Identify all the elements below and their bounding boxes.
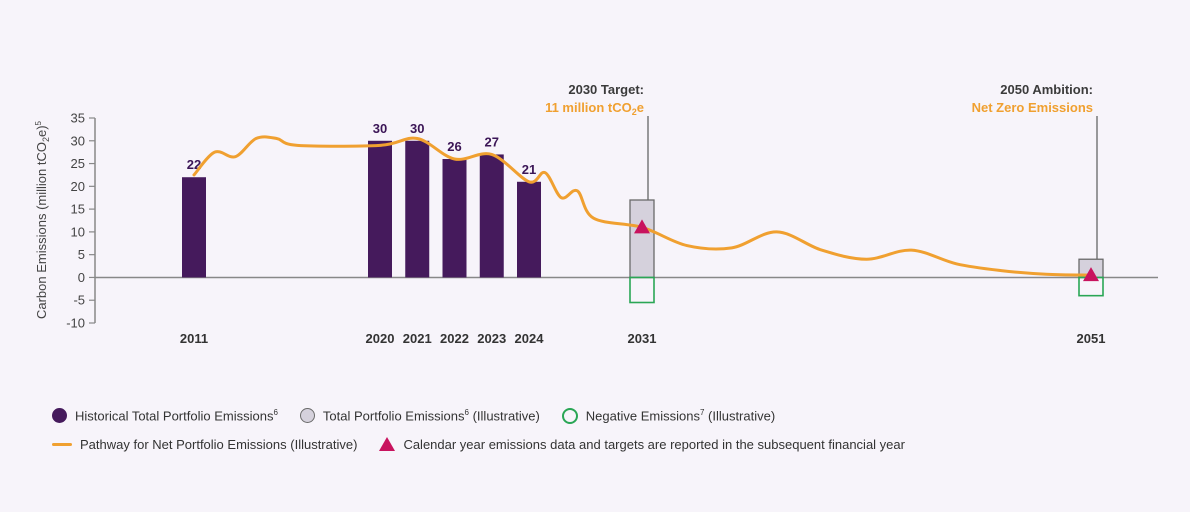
y-tick-label: 25 — [71, 156, 85, 171]
annotation-subtitle: 11 million tCO2e — [545, 100, 644, 117]
annotation-title: 2030 Target: — [568, 82, 644, 97]
historical-bar — [405, 140, 430, 278]
negative-swatch-icon — [561, 408, 578, 424]
y-ticks: 35 30 25 20 15 10 5 0 -5 -10 — [66, 111, 95, 331]
bar-value-label: 30 — [373, 121, 387, 136]
y-axis-label: Carbon Emissions (million tCO2e)5 — [34, 120, 51, 319]
legend-pathway-label: Pathway for Net Portfolio Emissions (Ill… — [80, 436, 358, 452]
bar-value-label: 21 — [522, 162, 536, 177]
legend: Historical Total Portfolio Emissions6 To… — [52, 402, 927, 458]
y-tick-label: 20 — [71, 179, 85, 194]
historical-bar — [517, 181, 541, 278]
annotation-title: 2050 Ambition: — [1000, 82, 1093, 97]
legend-negative: Negative Emissions7 (Illustrative) — [561, 408, 776, 424]
y-tick-label: -5 — [73, 293, 85, 308]
pathway-series-line — [192, 135, 1093, 277]
legend-historical: Historical Total Portfolio Emissions6 — [52, 408, 278, 424]
target-triangle — [1083, 267, 1099, 282]
y-tick-label: 5 — [78, 247, 85, 262]
legend-total: Total Portfolio Emissions6 (Illustrative… — [299, 408, 540, 424]
total-swatch-icon — [299, 408, 315, 424]
x-tick-label: 2020 — [366, 331, 395, 346]
historical-bar — [442, 159, 467, 278]
y-tick-label: 30 — [71, 133, 85, 148]
triangle-icon — [379, 437, 396, 451]
x-tick-label: 2022 — [440, 331, 469, 346]
bar-value-label: 26 — [447, 139, 461, 154]
axes — [94, 118, 1158, 323]
legend-negative-label: Negative Emissions7 (Illustrative) — [585, 408, 776, 424]
annotations: 2030 Target: 11 million tCO2e 2050 Ambitio… — [545, 82, 1093, 117]
historical-bar — [479, 154, 504, 278]
historical-bar — [182, 177, 206, 278]
y-tick-label: 35 — [71, 111, 85, 126]
illustrative-total-box — [629, 199, 655, 279]
legend-pathway: Pathway for Net Portfolio Emissions (Ill… — [52, 437, 357, 452]
pathway-line — [192, 135, 1093, 277]
historical-bar — [368, 140, 392, 278]
y-tick-label: -10 — [66, 316, 85, 331]
x-tick-label: 2021 — [403, 331, 432, 346]
x-tick-label: 2023 — [477, 331, 506, 346]
bar-value-label: 30 — [410, 121, 424, 136]
illustrative-negative-box — [629, 276, 655, 304]
illustrative-boxes — [629, 116, 1104, 304]
legend-historical-label: Historical Total Portfolio Emissions6 — [75, 408, 278, 424]
legend-target-label: Calendar year emissions data and targets… — [403, 436, 905, 452]
y-tick-label: 10 — [71, 224, 85, 239]
y-tick-label: 15 — [71, 202, 85, 217]
target-markers — [634, 219, 1099, 282]
annotation-subtitle: Net Zero Emissions — [972, 100, 1093, 115]
x-ticks: 2011 2020 2021 2022 2023 2024 2031 2051 — [180, 331, 1106, 346]
pathway-swatch-icon — [52, 442, 72, 446]
legend-total-label: Total Portfolio Emissions6 (Illustrative… — [322, 408, 540, 424]
x-tick-label: 2051 — [1077, 331, 1106, 346]
target-triangle — [634, 219, 650, 234]
y-axis-label-text: Carbon Emissions (million tCO2e)5 — [34, 120, 51, 319]
x-tick-label: 2024 — [515, 331, 545, 346]
y-tick-label: 0 — [78, 270, 85, 285]
legend-target: Calendar year emissions data and targets… — [379, 437, 905, 452]
historical-swatch-icon — [52, 408, 67, 424]
x-tick-label: 2031 — [628, 331, 657, 346]
bar-value-label: 27 — [485, 134, 499, 149]
x-tick-label: 2011 — [180, 331, 208, 346]
